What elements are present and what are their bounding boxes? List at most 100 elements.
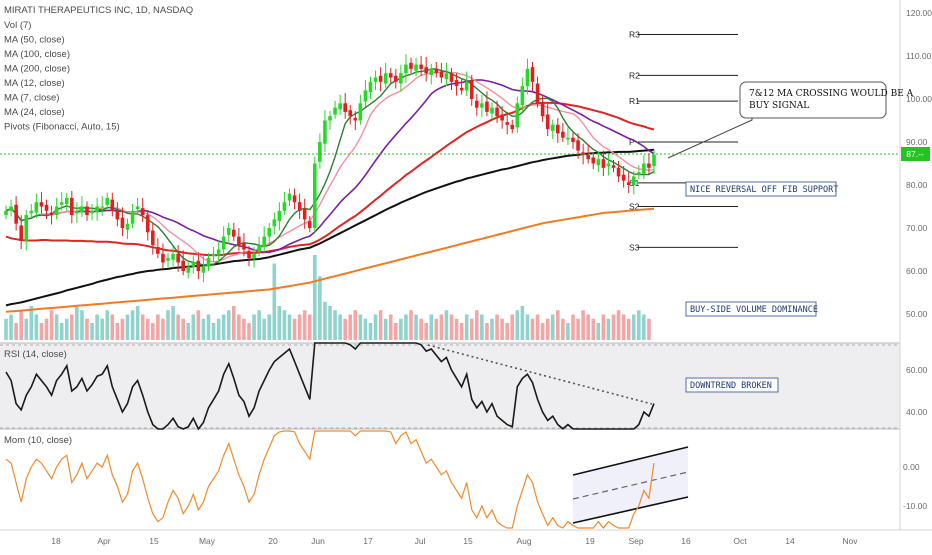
momentum-tick-label: 0.00 [903, 462, 920, 472]
volume-bar [373, 314, 378, 340]
momentum-tick-label: -10.00 [903, 501, 927, 511]
candle-body [591, 157, 596, 164]
candle-body [39, 202, 44, 207]
candle-body [145, 215, 150, 233]
rsi-downtrend-box [685, 377, 779, 393]
volume-bar [34, 314, 39, 340]
fib-support-box [685, 181, 837, 197]
ma-100-line [5, 148, 655, 307]
candle-body [252, 253, 256, 259]
candle-body [115, 210, 120, 220]
volume-bar [307, 314, 312, 340]
candle-body [211, 253, 216, 257]
candle-body [221, 236, 226, 250]
ma-crossing-text-line2: BUY SIGNAL [749, 101, 809, 111]
volume-bar [540, 323, 545, 340]
candle-body [232, 229, 236, 237]
candle-body [348, 110, 353, 117]
candle-body [287, 193, 292, 201]
volume-bar [59, 323, 64, 340]
candle-body [621, 174, 626, 181]
legend-item: Vol (7) [4, 20, 31, 31]
volume-bar [216, 318, 221, 340]
candle-body [505, 122, 509, 125]
rsi-line [5, 342, 655, 431]
candle-body [191, 262, 196, 267]
time-tick-label: 16 [681, 536, 691, 546]
candle-body [110, 199, 115, 211]
time-tick-label: Oct [733, 536, 747, 546]
volume-layer [4, 255, 651, 340]
time-tick-label: 18 [51, 536, 61, 546]
candle-body [24, 215, 29, 241]
volume-bar [647, 318, 651, 340]
candle-body [637, 172, 641, 175]
candle-body [444, 73, 449, 80]
candle-body [4, 210, 8, 216]
candle-body [388, 73, 393, 78]
candle-body [545, 114, 550, 130]
volume-bar [247, 323, 251, 340]
candle-body [500, 114, 504, 121]
volume-bar [226, 310, 231, 340]
volume-bar [581, 310, 585, 340]
candle-body [601, 159, 606, 168]
volume-bar [561, 318, 565, 340]
candle-body [404, 64, 408, 74]
candle-body [297, 202, 302, 211]
volume-bar [90, 323, 94, 340]
volume-bar [535, 314, 540, 340]
candle-body [59, 202, 64, 205]
candle-body [409, 62, 413, 69]
volume-bar [110, 314, 115, 340]
candle-body [647, 163, 651, 168]
time-tick-label: Apr [97, 536, 110, 546]
legend-item: MA (50, close) [4, 35, 65, 46]
volume-bar [419, 318, 423, 340]
volume-bar [404, 314, 408, 340]
volume-bar [85, 318, 89, 340]
candle-body [485, 101, 489, 112]
candle-body [566, 137, 570, 140]
volume-bar [348, 314, 353, 340]
volume-bar [368, 323, 373, 340]
legend-item: MA (12, close) [4, 78, 65, 89]
last-price-label: 87.-- [906, 149, 924, 159]
volume-bar [115, 323, 120, 340]
candle-body [14, 204, 18, 224]
candle-body [292, 195, 297, 203]
volume-bar [277, 306, 282, 340]
candle-body [363, 90, 368, 102]
candle-body [642, 163, 646, 174]
time-tick-label: Aug [516, 536, 531, 546]
volume-bar [125, 314, 130, 340]
candle-body [257, 245, 261, 253]
candle-body [480, 103, 484, 108]
price-tick-label: 100.00 [906, 94, 932, 104]
candle-body [429, 68, 434, 75]
volume-bar [44, 318, 49, 340]
volume-bar [140, 314, 145, 340]
volume-bar [267, 314, 272, 340]
candle-body [100, 206, 104, 208]
candle-body [606, 163, 611, 167]
volume-bar [135, 306, 140, 340]
volume-bar [176, 314, 180, 340]
ma-crossing-text-line1: 7&12 MA CROSSING WOULD BE A [749, 89, 914, 99]
volume-bar [515, 310, 520, 340]
legend-item: MA (24, close) [4, 107, 65, 118]
candle-body [414, 64, 418, 71]
volume-bar [414, 314, 418, 340]
time-tick-label: Nov [842, 536, 858, 546]
candle-body [186, 266, 191, 273]
volume-bar [19, 310, 23, 340]
volume-bar [4, 318, 8, 340]
volume-bar [480, 314, 484, 340]
candle-body [9, 206, 13, 211]
price-tick-label: 50.00 [906, 309, 928, 319]
candle-body [44, 204, 49, 211]
volume-bar [206, 314, 211, 340]
candle-body [520, 86, 525, 106]
candle-body [469, 80, 474, 99]
volume-bar [571, 314, 575, 340]
